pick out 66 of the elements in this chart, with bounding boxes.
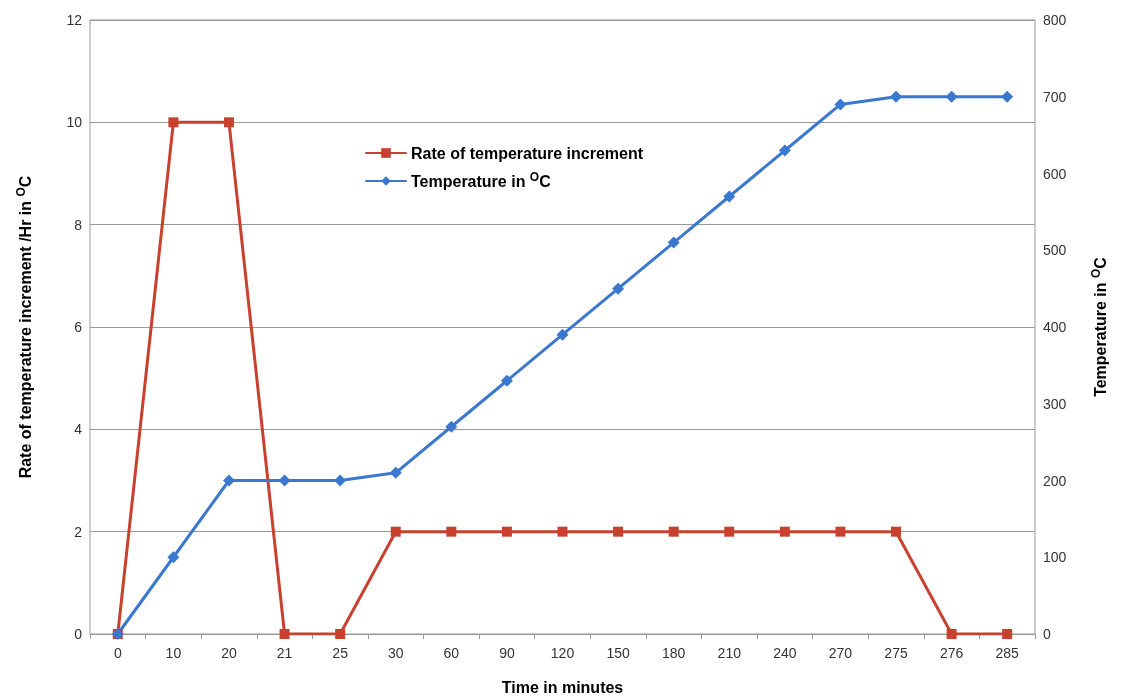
y-tick-label: 6 [74,319,83,335]
point [612,282,625,295]
x-tick-label: 210 [717,645,742,661]
y2-tick-label: 600 [1043,165,1067,182]
x-tick-label: 10 [165,645,182,661]
point [835,526,846,537]
point [167,551,180,564]
y-tick-label: 0 [74,626,83,642]
y2-tick-label: 0 [1043,626,1051,642]
x-tick-label: 285 [995,645,1020,661]
point [723,190,736,203]
x-tick-label: 30 [387,645,404,661]
y-tick-label: 8 [74,216,83,233]
x-axis-title: Time in minutes [501,678,624,696]
x-tick-label: 276 [939,645,964,661]
x-tick-label: 275 [884,645,908,661]
x-tick-label: 60 [443,645,460,661]
point [279,629,290,639]
y2-tick-label: 400 [1043,319,1067,335]
x-tick-label: 240 [773,645,797,661]
point [501,526,512,537]
point [778,144,791,157]
y2-tick-label: 200 [1043,472,1067,489]
y-tick-label: 10 [66,114,83,131]
x-tick-label: 120 [550,645,575,661]
point [446,526,457,537]
x-tick-label: 90 [499,645,515,661]
point [445,420,458,433]
point [946,629,957,639]
x-tick-label: 21 [276,645,293,661]
y2-tick-label: 800 [1043,12,1067,28]
point [724,526,735,537]
y-tick-label: 12 [66,12,83,28]
x-tick-label: 180 [662,645,686,661]
point [834,98,847,111]
x-tick-label: 25 [332,645,349,661]
point [613,526,624,537]
y2-tick-label: 300 [1043,395,1067,412]
y2-axis-title: Temperature in OC [1089,256,1109,397]
x-tick-label: 150 [606,645,630,661]
y-tick-label: 2 [74,523,83,540]
x-tick-label: 20 [221,645,237,661]
x-tick-label: 0 [113,645,122,661]
point [389,466,402,479]
point [335,629,346,639]
point [223,117,234,128]
point [557,526,568,537]
point [667,236,680,249]
point [945,90,958,103]
point [222,474,235,487]
point [500,374,513,387]
point [1002,629,1013,639]
y2-tick-label: 700 [1043,88,1067,105]
point [891,526,902,537]
point [168,117,179,128]
point [334,474,347,487]
y2-tick-label: 500 [1043,242,1067,259]
point [668,526,679,537]
legend-label: Rate of temperature increment [411,144,644,162]
point [556,328,569,341]
point [779,526,790,537]
y-tick-label: 4 [74,421,83,438]
point [1001,90,1014,103]
point [390,526,401,537]
x-tick-label: 270 [828,645,853,661]
y2-tick-label: 100 [1043,549,1067,566]
